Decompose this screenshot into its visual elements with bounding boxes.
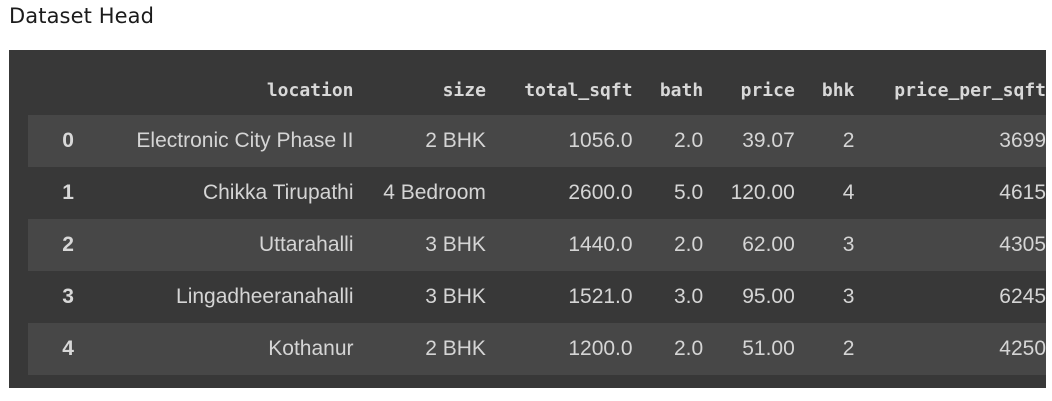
- cell-price: 120.00: [730, 181, 795, 204]
- cell-price: 95.00: [742, 285, 795, 308]
- row-index: 3: [62, 285, 74, 308]
- table-row: 3 Lingadheeranahalli 3 BHK 1521.0 3.0 95…: [28, 271, 1046, 323]
- cell-bhk: 3: [842, 233, 855, 256]
- cell-bath: 2.0: [673, 233, 704, 256]
- cell-location: Electronic City Phase II: [136, 129, 354, 152]
- table-row: 0 Electronic City Phase II 2 BHK 1056.0 …: [28, 115, 1046, 167]
- cell-price-per-sqft: 3699: [999, 129, 1046, 152]
- cell-size: 4 Bedroom: [383, 181, 486, 204]
- table-body: 0 Electronic City Phase II 2 BHK 1056.0 …: [28, 115, 1046, 375]
- cell-bath: 3.0: [673, 285, 704, 308]
- cell-total-sqft: 1056.0: [568, 129, 633, 152]
- cell-price: 39.07: [742, 129, 795, 152]
- cell-bath: 2.0: [673, 129, 704, 152]
- header-price-per-sqft: price_per_sqft: [894, 79, 1046, 101]
- cell-price: 62.00: [742, 233, 795, 256]
- cell-location: Lingadheeranahalli: [176, 285, 354, 308]
- header-total-sqft: total_sqft: [524, 79, 633, 101]
- cell-size: 3 BHK: [425, 233, 486, 256]
- cell-size: 3 BHK: [425, 285, 486, 308]
- cell-size: 2 BHK: [425, 337, 486, 360]
- cell-bath: 5.0: [673, 181, 704, 204]
- table-header: location size total_sqft bath price bhk …: [28, 65, 1046, 115]
- cell-price-per-sqft: 6245: [999, 285, 1046, 308]
- header-index: [28, 65, 74, 115]
- cell-bath: 2.0: [673, 337, 704, 360]
- row-index: 1: [62, 181, 74, 204]
- dataframe-output-panel: location size total_sqft bath price bhk …: [9, 50, 1046, 388]
- header-row: location size total_sqft bath price bhk …: [28, 65, 1046, 115]
- cell-size: 2 BHK: [425, 129, 486, 152]
- row-index: 0: [62, 129, 74, 152]
- header-bath: bath: [659, 79, 704, 101]
- header-bhk: bhk: [821, 79, 855, 101]
- cell-location: Chikka Tirupathi: [202, 181, 354, 204]
- cell-price-per-sqft: 4305: [999, 233, 1046, 256]
- header-location: location: [266, 79, 354, 101]
- cell-total-sqft: 1521.0: [568, 285, 633, 308]
- cell-price-per-sqft: 4615: [999, 181, 1046, 204]
- table-row: 1 Chikka Tirupathi 4 Bedroom 2600.0 5.0 …: [28, 167, 1046, 219]
- cell-bhk: 3: [842, 285, 855, 308]
- cell-location: Uttarahalli: [258, 233, 354, 256]
- section-heading: Dataset Head: [9, 4, 155, 28]
- cell-price-per-sqft: 4250: [999, 337, 1046, 360]
- row-index: 2: [62, 233, 74, 256]
- cell-bhk: 4: [842, 181, 855, 204]
- cell-bhk: 2: [842, 337, 855, 360]
- table-row: 2 Uttarahalli 3 BHK 1440.0 2.0 62.00 3 4…: [28, 219, 1046, 271]
- row-index: 4: [62, 337, 74, 360]
- table-row: 4 Kothanur 2 BHK 1200.0 2.0 51.00 2 4250: [28, 323, 1046, 375]
- header-price: price: [740, 79, 795, 101]
- dataframe-table: location size total_sqft bath price bhk …: [28, 65, 1046, 375]
- cell-total-sqft: 1200.0: [568, 337, 633, 360]
- cell-total-sqft: 1440.0: [568, 233, 633, 256]
- cell-total-sqft: 2600.0: [568, 181, 633, 204]
- cell-price: 51.00: [742, 337, 795, 360]
- cell-bhk: 2: [842, 129, 855, 152]
- cell-location: Kothanur: [268, 337, 354, 360]
- header-size: size: [442, 79, 486, 101]
